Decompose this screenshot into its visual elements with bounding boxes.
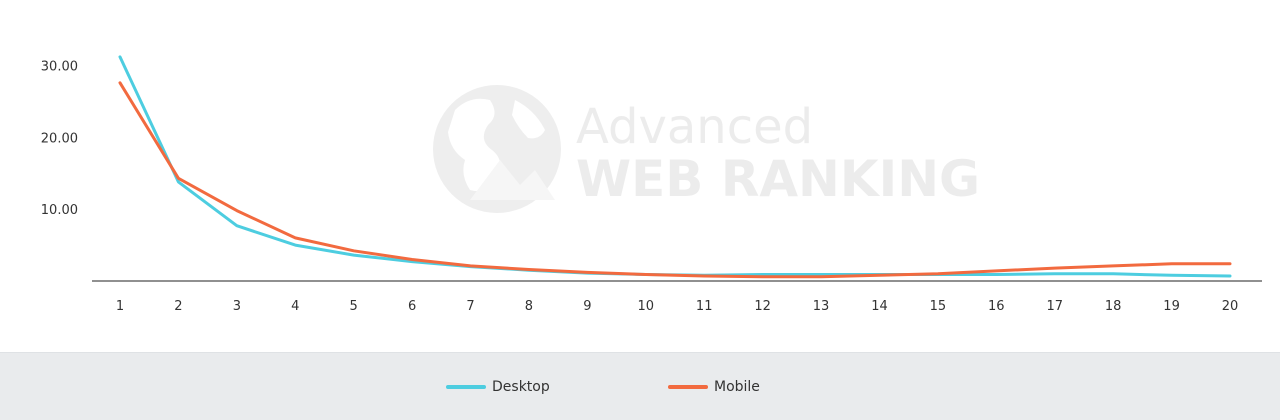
x-tick-label: 14 — [871, 299, 888, 314]
x-tick-label: 16 — [988, 299, 1005, 314]
x-tick-label: 7 — [466, 299, 474, 314]
globe-icon — [433, 85, 561, 213]
y-axis-ticks: 10.00 20.00 30.00 — [41, 60, 78, 219]
watermark-line1: Advanced — [576, 99, 813, 155]
y-tick-label: 10.00 — [41, 203, 78, 218]
x-tick-label: 4 — [291, 299, 299, 314]
legend-label-desktop: Desktop — [492, 379, 550, 395]
legend-item-desktop[interactable]: Desktop — [446, 353, 550, 420]
legend-item-mobile[interactable]: Mobile — [668, 353, 760, 420]
legend-swatch-desktop — [446, 385, 486, 389]
x-tick-label: 18 — [1105, 299, 1122, 314]
x-tick-label: 15 — [930, 299, 947, 314]
legend-swatch-mobile — [668, 385, 708, 389]
x-tick-label: 19 — [1163, 299, 1180, 314]
y-tick-label: 30.00 — [41, 60, 78, 75]
series-lines — [118, 55, 1232, 279]
x-tick-label: 9 — [583, 299, 591, 314]
x-tick-label: 13 — [813, 299, 830, 314]
legend: Desktop Mobile — [0, 352, 1280, 420]
x-tick-label: 12 — [754, 299, 771, 314]
watermark-line2: WEB RANKING — [576, 150, 980, 208]
x-tick-label: 6 — [408, 299, 416, 314]
y-tick-label: 20.00 — [41, 131, 78, 146]
x-tick-label: 1 — [116, 299, 124, 314]
x-tick-label: 10 — [638, 299, 655, 314]
series-line-mobile[interactable] — [118, 81, 1232, 279]
x-tick-label: 2 — [174, 299, 182, 314]
legend-label-mobile: Mobile — [714, 379, 760, 395]
x-tick-label: 3 — [233, 299, 241, 314]
watermark-logo: Advanced WEB RANKING — [433, 85, 980, 213]
x-tick-label: 5 — [350, 299, 358, 314]
x-axis-ticks: 1 2 3 4 5 6 7 8 9 10 11 12 13 14 15 16 17 18 19 20 — [116, 299, 1238, 314]
x-tick-label: 8 — [525, 299, 533, 314]
x-tick-label: 17 — [1046, 299, 1063, 314]
x-tick-label: 20 — [1222, 299, 1239, 314]
x-tick-label: 11 — [696, 299, 713, 314]
